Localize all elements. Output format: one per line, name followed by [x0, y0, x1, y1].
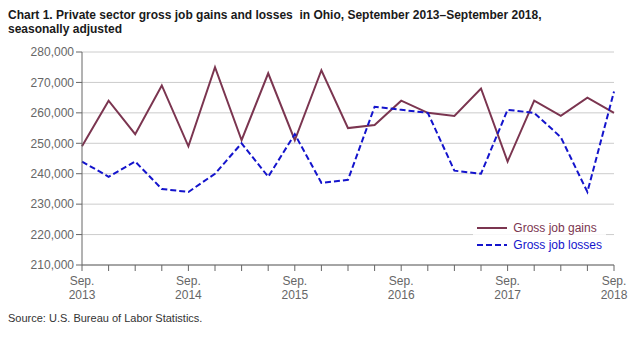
svg-text:Sep.2013: Sep.2013 [69, 274, 96, 302]
svg-text:Sep.2014: Sep.2014 [175, 274, 202, 302]
svg-text:280,000: 280,000 [31, 45, 75, 59]
html-text:Gross job gains: Gross job gains [513, 221, 597, 235]
svg-text:Sep.2018: Sep.2018 [601, 274, 628, 302]
svg-text:270,000: 270,000 [31, 76, 75, 90]
svg-text:260,000: 260,000 [31, 106, 75, 120]
svg-text:210,000: 210,000 [31, 258, 75, 272]
svg-text:Sep.2017: Sep.2017 [494, 274, 521, 302]
html-text:Source: U.S. Bureau of Labor S: Source: U.S. Bureau of Labor Statistics. [8, 312, 203, 324]
svg-text:Sep.2016: Sep.2016 [388, 274, 415, 302]
svg-text:220,000: 220,000 [31, 228, 75, 242]
svg-text:230,000: 230,000 [31, 197, 75, 211]
svg-text:240,000: 240,000 [31, 167, 75, 181]
html-text:seasonally adjusted: seasonally adjusted [8, 22, 122, 36]
svg-text:Sep.2015: Sep.2015 [281, 274, 308, 302]
html-text:Gross job losses: Gross job losses [513, 238, 602, 252]
svg-text:250,000: 250,000 [31, 137, 75, 151]
html-text:Chart 1. Private sector gross: Chart 1. Private sector gross job gains … [8, 8, 542, 22]
